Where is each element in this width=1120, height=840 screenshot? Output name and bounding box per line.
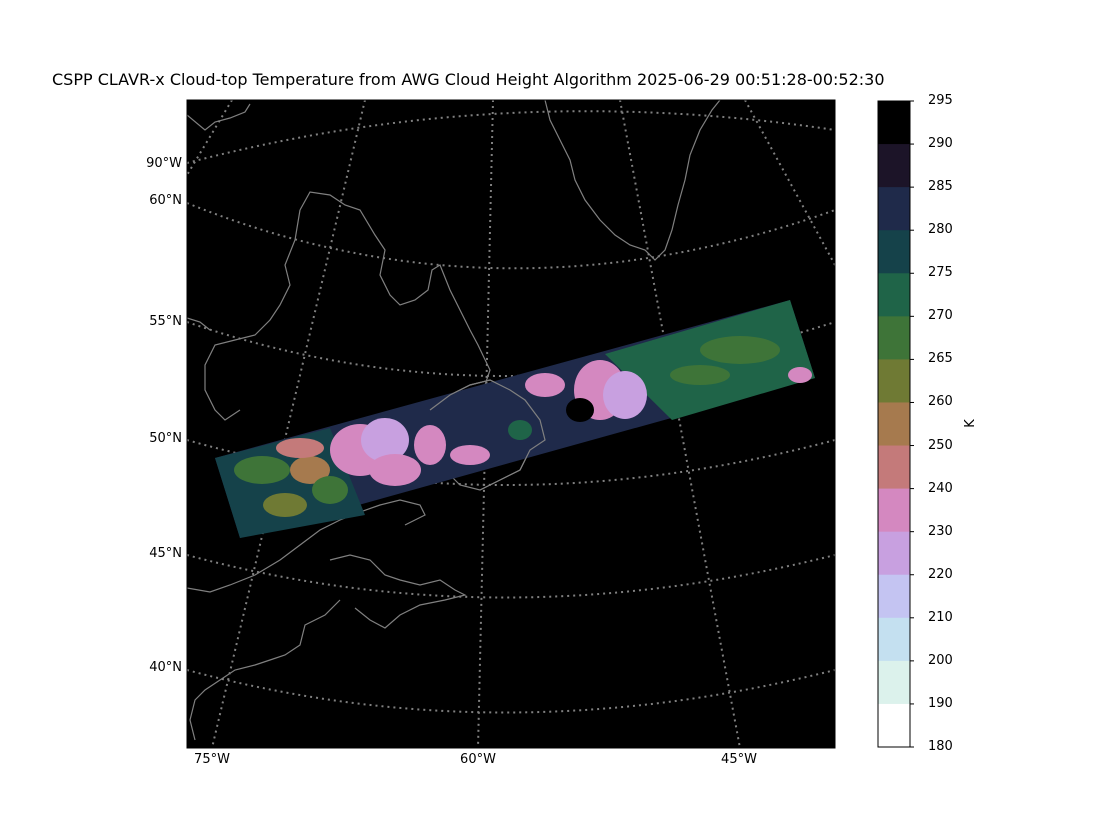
- colorbar-segment: [878, 359, 910, 403]
- coast-labrador: [299, 191, 491, 386]
- swath-patch: [450, 445, 490, 465]
- lat-line-65: [187, 110, 835, 164]
- swath-patch: [566, 398, 594, 422]
- colorbar-segment: [878, 445, 910, 490]
- chart-title: CSPP CLAVR-x Cloud-top Temperature from …: [52, 70, 885, 89]
- lat-label-90w: 90°W: [146, 156, 182, 171]
- satellite-swath: [215, 300, 815, 538]
- swath-patch: [414, 425, 446, 465]
- colorbar-frame: [877, 100, 911, 748]
- swath-patch: [263, 493, 307, 517]
- lon-line-45w: [619, 100, 741, 748]
- colorbar-segment: [878, 574, 910, 619]
- colorbar-tick-label: 240: [928, 480, 953, 496]
- colorbar-segment: [878, 660, 910, 705]
- swath-patch: [290, 456, 330, 484]
- lat-label-40n: 40°N: [149, 660, 182, 675]
- colorbar-segment: [878, 703, 910, 748]
- colorbar-tick-label: 270: [928, 308, 953, 324]
- swath-green-west: [215, 428, 365, 538]
- colorbar-tick-label: 220: [928, 566, 953, 582]
- colorbar-tick-label: 280: [928, 222, 953, 238]
- lat-label-45n: 45°N: [149, 546, 182, 561]
- colorbar-tick-label: 200: [928, 652, 953, 668]
- coast-james: [187, 317, 211, 331]
- colorbar-segment: [878, 101, 910, 145]
- swath-patch: [276, 438, 324, 458]
- swath-patch: [312, 476, 348, 504]
- lat-line-55: [187, 321, 835, 377]
- swath-patch: [369, 454, 421, 486]
- colorbar-tick-label: 210: [928, 609, 953, 625]
- swath-patch: [700, 336, 780, 364]
- swath-patch: [508, 420, 532, 440]
- colorbar-segment: [878, 617, 910, 662]
- swath-patch: [788, 367, 812, 383]
- swath-patch: [234, 456, 290, 484]
- lat-label-60n: 60°N: [149, 193, 182, 208]
- lon-label-75w: 75°W: [194, 752, 230, 767]
- map-frame: [186, 99, 836, 749]
- colorbar-segment: [878, 402, 910, 447]
- coast-quebec: [204, 209, 301, 421]
- colorbar-tick-label: 230: [928, 523, 953, 539]
- colorbar-segment: [878, 230, 910, 274]
- coast-new-england: [189, 599, 341, 741]
- lat-line-60: [187, 202, 835, 270]
- colorbar-tick-label: 290: [928, 136, 953, 152]
- colorbar-tick-label: 285: [928, 179, 953, 195]
- colorbar-segment: [878, 316, 910, 360]
- swath-patch: [670, 365, 730, 385]
- coast-gulf-st-lawrence: [187, 499, 426, 593]
- colorbar-tick-label: 190: [928, 695, 953, 711]
- coast-hudson-bay: [187, 103, 251, 131]
- coast-greenland: [544, 100, 721, 261]
- lat-line-45: [187, 554, 835, 599]
- lon-line-30w: [744, 100, 835, 266]
- colorbar-segment: [878, 531, 910, 576]
- colorbar-tick-label: 295: [928, 93, 953, 108]
- swath-green-segment: [605, 300, 815, 420]
- lat-label-55n: 55°N: [149, 314, 182, 329]
- colorbar-segment: [878, 187, 910, 231]
- swath-patch: [361, 418, 409, 462]
- lat-line-40: [187, 669, 835, 714]
- lat-label-50n: 50°N: [149, 431, 182, 446]
- colorbar-segment: [878, 488, 910, 533]
- colorbar-tick-label: 260: [928, 394, 953, 410]
- colorbar-segment: [878, 273, 910, 317]
- colorbar-tick-label: 265: [928, 351, 953, 367]
- lon-line-90w: [187, 100, 233, 176]
- lon-label-45w: 45°W: [721, 752, 757, 767]
- colorbar: [877, 100, 914, 748]
- map-panel: [186, 99, 836, 749]
- swath-patch: [603, 371, 647, 419]
- colorbar-unit-label: K: [962, 419, 978, 428]
- colorbar-tick-label: 275: [928, 265, 953, 281]
- coast-nova-scotia: [329, 554, 467, 629]
- swath-patch: [525, 373, 565, 397]
- lon-label-60w: 60°W: [460, 752, 496, 767]
- colorbar-tick-label: 180: [928, 739, 953, 754]
- coastline-overlay: [429, 379, 546, 491]
- colorbar-tick-label: 250: [928, 437, 953, 453]
- colorbar-segment: [878, 144, 910, 188]
